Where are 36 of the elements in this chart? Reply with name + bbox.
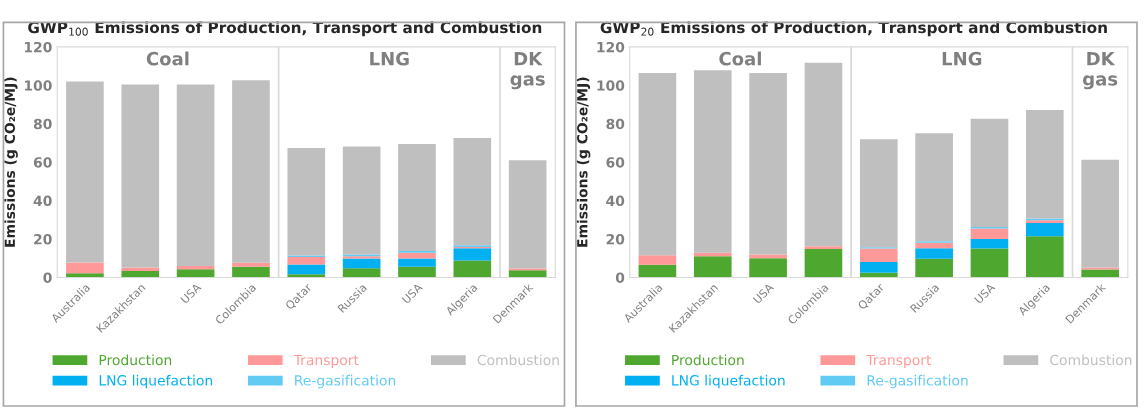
- legend-label: LNG liquefaction: [99, 374, 213, 389]
- y-tick-label: 60: [33, 157, 52, 168]
- x-tick-label: USA: [401, 282, 423, 304]
- annotation: DK gas: [1083, 52, 1118, 90]
- annotation: Coal: [146, 51, 189, 66]
- legend-label: Production: [99, 354, 172, 366]
- y-tick-label: 60: [606, 157, 625, 168]
- y-tick-label: 0: [615, 272, 625, 283]
- y-tick-label: 40: [606, 195, 625, 207]
- y-axis-title: Emissions (g CO₂e/MJ): [576, 77, 591, 247]
- legend-label: Combustion: [1050, 354, 1132, 366]
- y-tick-label: 80: [33, 118, 52, 130]
- y-tick-label: 20: [606, 233, 625, 245]
- legend-label: LNG liquefaction: [672, 374, 785, 389]
- y-tick-label: 100: [24, 80, 52, 91]
- y-tick-label: 40: [33, 195, 52, 207]
- y-tick-label: 120: [24, 41, 52, 53]
- x-tick-label: USA: [974, 282, 996, 304]
- legend-label: Transport: [293, 354, 359, 368]
- x-tick-label: USA: [180, 282, 202, 304]
- legend-label: Production: [672, 354, 744, 366]
- y-tick-label: 100: [597, 80, 625, 91]
- x-tick-label: USA: [752, 282, 775, 304]
- legend-label: Combustion: [477, 354, 559, 366]
- y-tick-label: 0: [43, 272, 52, 283]
- legend-label: Re-gasification: [295, 374, 396, 389]
- y-tick-label: 80: [606, 118, 625, 130]
- legend-label: Transport: [866, 354, 932, 368]
- y-tick-label: 120: [597, 41, 625, 53]
- y-tick-label: 20: [34, 233, 52, 245]
- annotation: LNG: [942, 51, 982, 66]
- annotation: LNG: [370, 51, 409, 66]
- annotation: Coal: [719, 51, 761, 66]
- annotation: DK gas: [510, 52, 545, 90]
- legend-label: Re-gasification: [867, 374, 968, 389]
- y-axis-title: Emissions (g CO₂e/MJ): [4, 77, 18, 247]
